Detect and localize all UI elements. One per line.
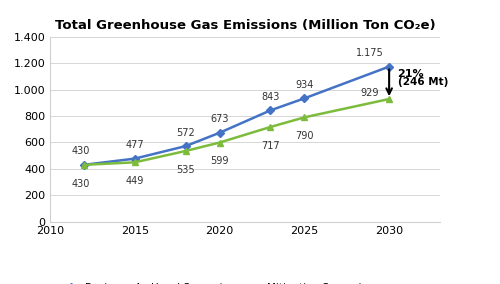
Mitigation Scenario	[216, 141, 222, 144]
Text: 929: 929	[360, 88, 379, 98]
Business-As-Usual Scenario	[81, 163, 87, 166]
Text: 477: 477	[126, 140, 144, 150]
Text: 430: 430	[72, 147, 90, 156]
Text: 717: 717	[261, 141, 280, 151]
Mitigation Scenario	[81, 163, 87, 166]
Text: 843: 843	[261, 92, 280, 102]
Mitigation Scenario	[268, 125, 274, 129]
Mitigation Scenario	[302, 116, 308, 119]
Mitigation Scenario	[386, 97, 392, 101]
Mitigation Scenario	[182, 149, 188, 153]
Text: 1.175: 1.175	[356, 48, 384, 58]
Business-As-Usual Scenario	[182, 144, 188, 148]
Text: 449: 449	[126, 176, 144, 186]
Text: 790: 790	[295, 131, 314, 141]
Mitigation Scenario	[132, 161, 138, 164]
Text: (246 Mt): (246 Mt)	[398, 77, 448, 87]
Text: 21%: 21%	[398, 70, 424, 80]
Business-As-Usual Scenario	[302, 97, 308, 100]
Text: 599: 599	[210, 156, 229, 166]
Text: 934: 934	[295, 80, 314, 90]
Business-As-Usual Scenario	[132, 157, 138, 160]
Text: 673: 673	[210, 114, 229, 124]
Business-As-Usual Scenario	[268, 109, 274, 112]
Legend: Business-As-Usual Scenario, Mitigation Scenario: Business-As-Usual Scenario, Mitigation S…	[56, 278, 372, 284]
Business-As-Usual Scenario	[386, 65, 392, 68]
Title: Total Greenhouse Gas Emissions (Million Ton CO₂e): Total Greenhouse Gas Emissions (Million …	[54, 18, 436, 32]
Text: 430: 430	[72, 179, 90, 189]
Text: 572: 572	[176, 128, 195, 138]
Business-As-Usual Scenario	[216, 131, 222, 135]
Line: Mitigation Scenario: Mitigation Scenario	[80, 95, 392, 168]
Text: 535: 535	[176, 165, 195, 175]
Line: Business-As-Usual Scenario: Business-As-Usual Scenario	[81, 63, 392, 168]
